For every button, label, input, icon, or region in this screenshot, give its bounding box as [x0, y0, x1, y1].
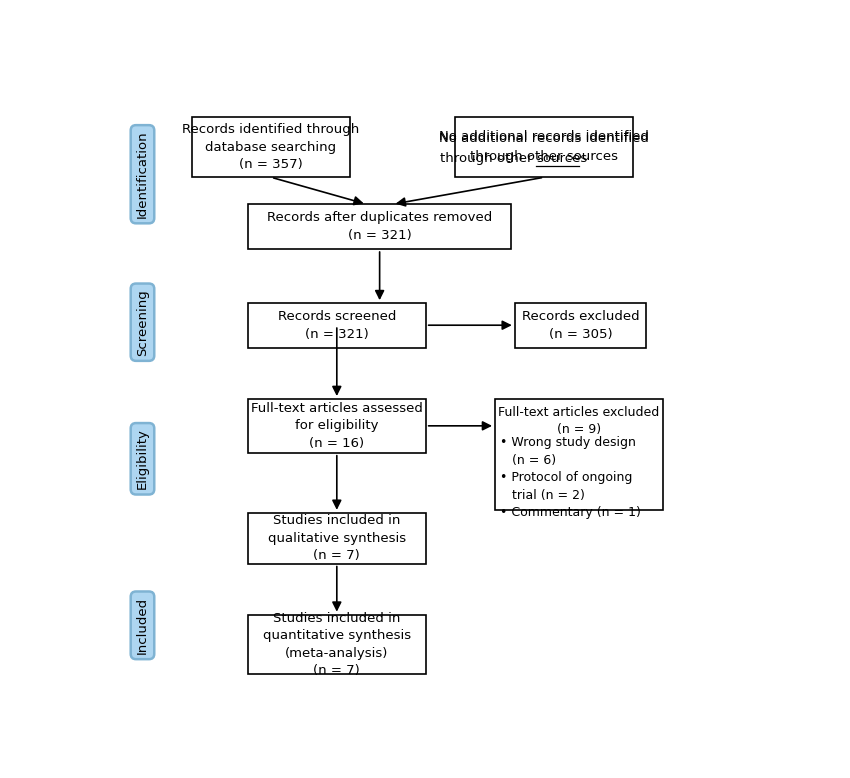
Bar [248, 204, 512, 249]
Bar [514, 303, 646, 348]
Text: Records identified through
database searching
(n = 357): Records identified through database sear… [182, 123, 360, 171]
Text: Included: Included [136, 597, 149, 654]
Bar [192, 117, 350, 177]
Bar [248, 513, 426, 563]
Text: No additional records identified
through other sources: No additional records identified through… [439, 132, 649, 163]
Text: Full-text articles assessed
for eligibility
(n = 16): Full-text articles assessed for eligibil… [251, 402, 422, 450]
Text: Full-text articles excluded
(n = 9): Full-text articles excluded (n = 9) [498, 406, 660, 436]
Bar [495, 399, 663, 510]
Bar [248, 303, 426, 348]
Bar [248, 615, 426, 675]
Text: Records after duplicates removed
(n = 321): Records after duplicates removed (n = 32… [267, 212, 492, 242]
Text: Screening: Screening [136, 289, 149, 356]
Text: Records screened
(n = 321): Records screened (n = 321) [278, 310, 396, 341]
Text: Studies included in
quantitative synthesis
(meta-analysis)
(n = 7): Studies included in quantitative synthes… [263, 612, 411, 677]
Bar [456, 117, 633, 177]
Text: Records excluded
(n = 305): Records excluded (n = 305) [522, 310, 639, 341]
Text: sources: sources [536, 152, 587, 165]
Text: Eligibility: Eligibility [136, 429, 149, 489]
Text: No additional records identified: No additional records identified [439, 130, 649, 143]
Text: Identification: Identification [136, 131, 149, 218]
Text: Studies included in
qualitative synthesis
(n = 7): Studies included in qualitative synthesi… [268, 514, 406, 562]
Text: • Wrong study design
   (n = 6)
• Protocol of ongoing
   trial (n = 2)
• Comment: • Wrong study design (n = 6) • Protocol … [500, 436, 641, 519]
Bar [248, 399, 426, 453]
Text: through other: through other [439, 152, 536, 165]
